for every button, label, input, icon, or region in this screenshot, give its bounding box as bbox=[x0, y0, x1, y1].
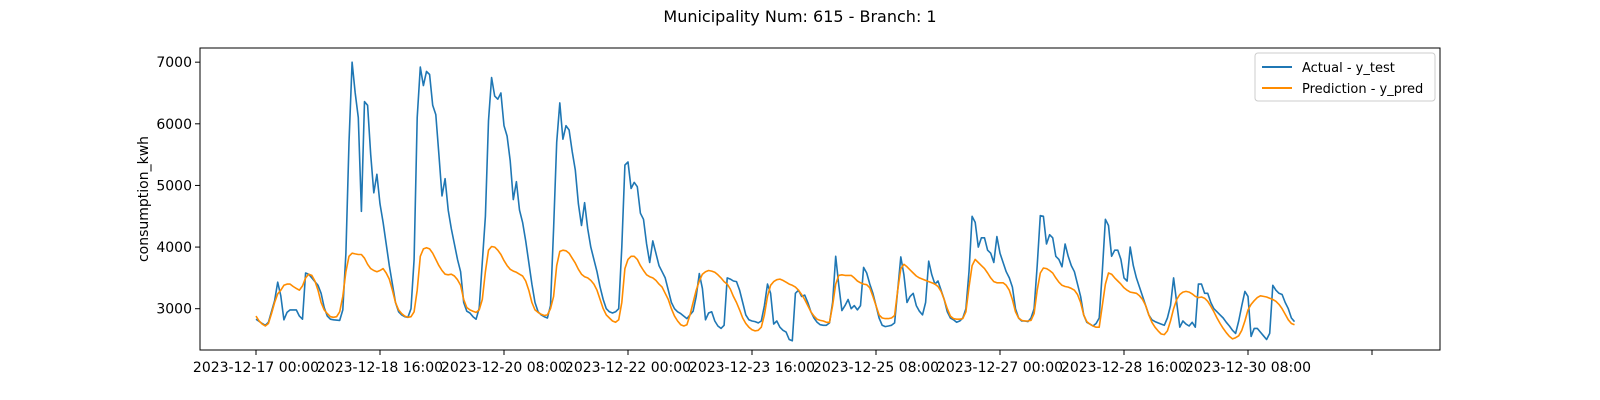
series-line-actual bbox=[255, 61, 1296, 342]
chart-title: Municipality Num: 615 - Branch: 1 bbox=[663, 7, 936, 26]
legend: Actual - y_test Prediction - y_pred bbox=[1254, 52, 1436, 102]
y-tick-label: 6000 bbox=[156, 117, 192, 133]
x-tick-label: 2023-12-30 08:00 bbox=[1185, 360, 1311, 376]
x-tick-label: 2023-12-25 08:00 bbox=[813, 360, 939, 376]
x-tick-label: 2023-12-17 00:00 bbox=[193, 360, 319, 376]
x-tick-label: 2023-12-27 00:00 bbox=[937, 360, 1063, 376]
series-lines bbox=[255, 61, 1296, 342]
x-tick-label: 2023-12-23 16:00 bbox=[689, 360, 815, 376]
y-tick-label: 3000 bbox=[156, 302, 192, 318]
x-tick-label: 2023-12-22 00:00 bbox=[565, 360, 691, 376]
y-tick-label: 4000 bbox=[156, 240, 192, 256]
y-tick-label: 7000 bbox=[156, 55, 192, 71]
x-tick-label: 2023-12-20 08:00 bbox=[441, 360, 567, 376]
x-tick-label: 2023-12-28 16:00 bbox=[1061, 360, 1187, 376]
legend-label-prediction: Prediction - y_pred bbox=[1302, 82, 1423, 97]
legend-box bbox=[1254, 52, 1436, 102]
legend-label-actual: Actual - y_test bbox=[1302, 61, 1395, 76]
series-line-prediction bbox=[255, 245, 1295, 340]
y-tick-label: 5000 bbox=[156, 178, 192, 194]
y-axis-label: consumption_kwh bbox=[136, 136, 152, 262]
plot-area bbox=[199, 47, 1441, 351]
x-tick-label: 2023-12-18 16:00 bbox=[317, 360, 443, 376]
y-axis: 3000 4000 5000 6000 7000 bbox=[156, 55, 200, 318]
plot-frame bbox=[199, 47, 1441, 351]
